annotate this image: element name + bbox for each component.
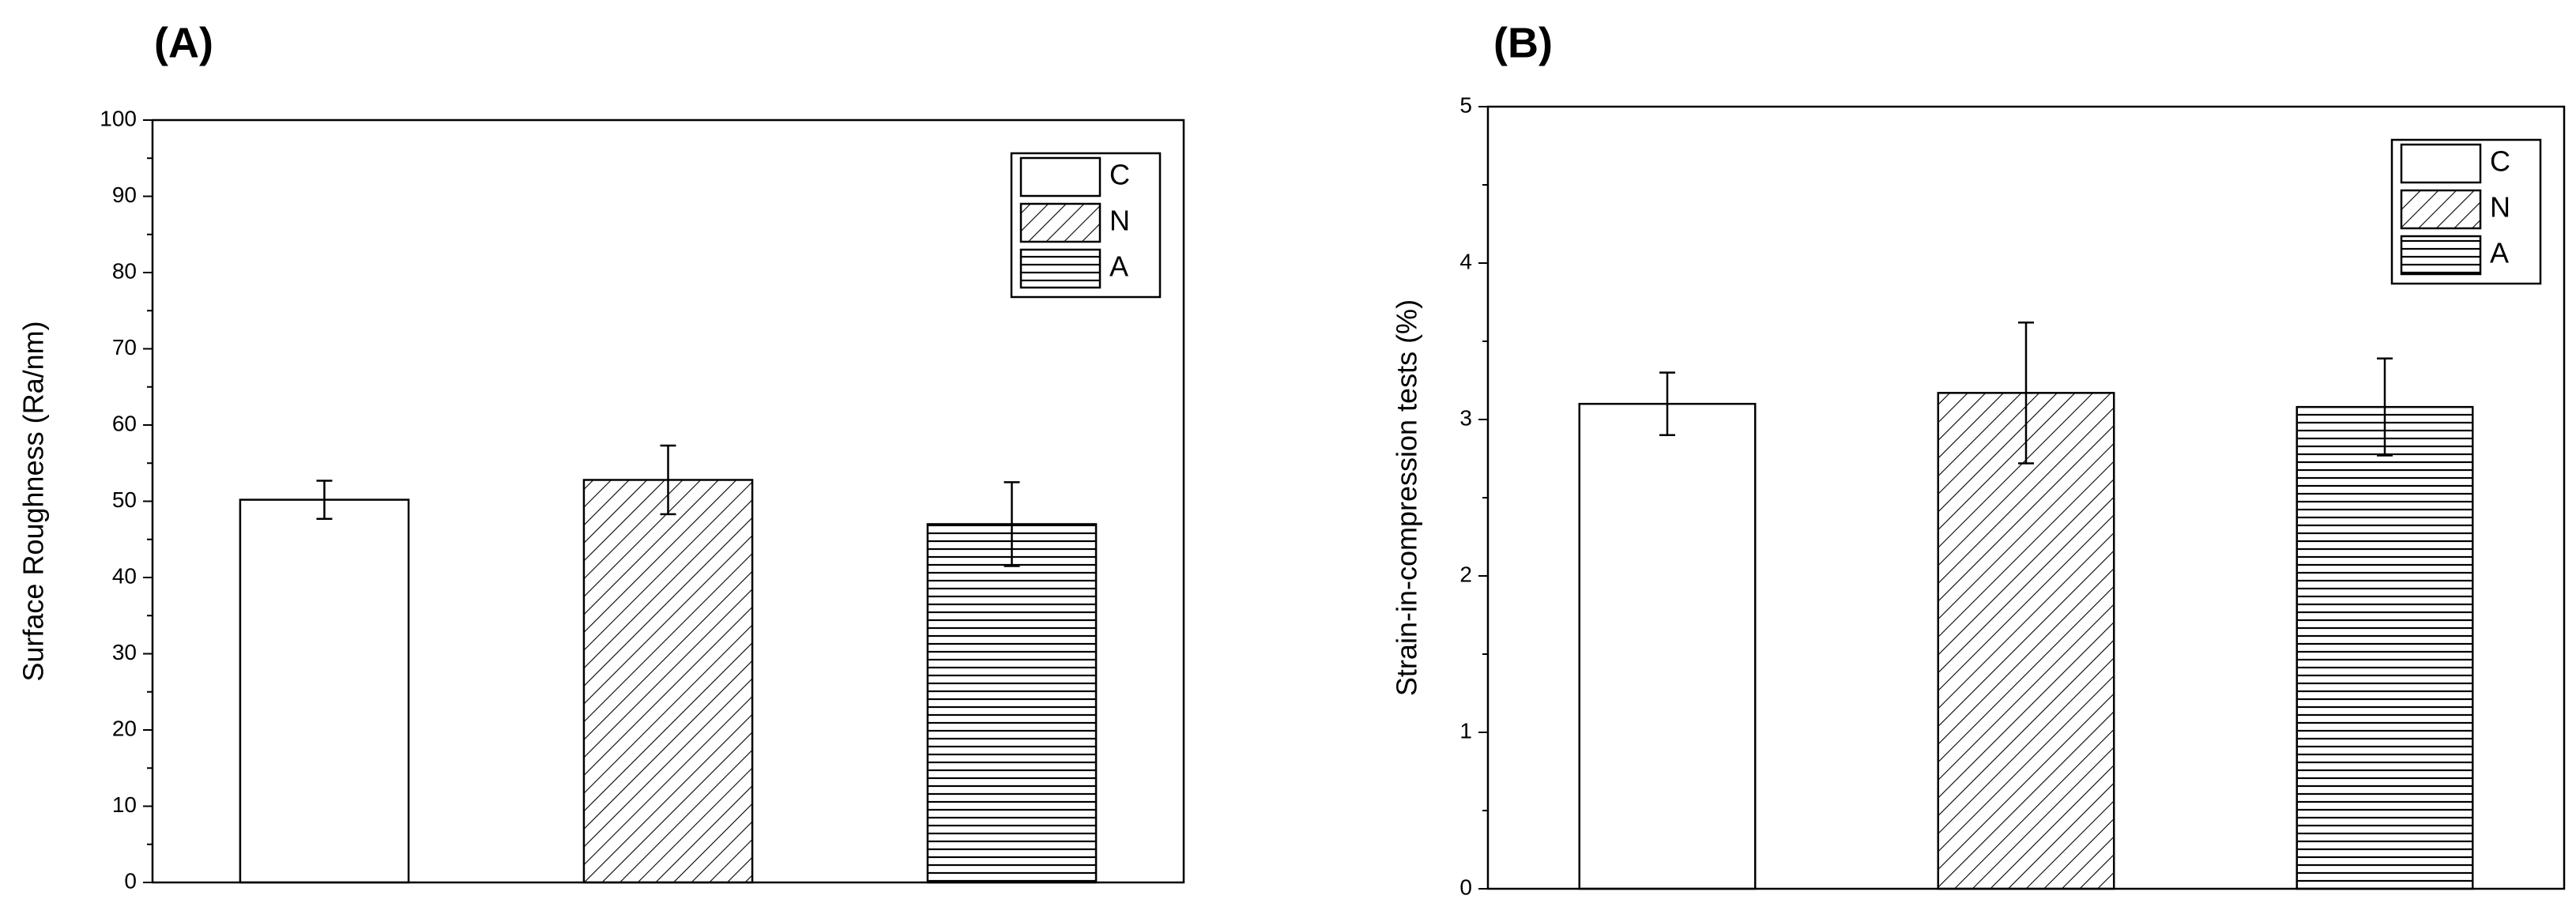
y-tick-label: 50 <box>112 487 137 512</box>
y-tick-label: 20 <box>112 716 137 740</box>
chart: (B) Strain-in-compression tests (%) 0 1 2 3 4 5… <box>1391 19 2566 899</box>
chart: (A) Surface Roughness (Ra/nm) 0 10 20 30 40 50 6… <box>17 19 1185 893</box>
plot-frame <box>151 119 1185 884</box>
bar <box>239 499 410 884</box>
legend-swatch <box>1019 248 1102 289</box>
bar <box>1937 392 2115 890</box>
y-tick-label: 40 <box>112 563 137 588</box>
legend-swatch <box>1019 202 1102 243</box>
y-tick-label: 0 <box>1459 875 1472 899</box>
y-tick-label: 60 <box>112 411 137 435</box>
bar <box>582 479 754 884</box>
y-tick-label: 70 <box>112 335 137 359</box>
y-tick-label: 90 <box>112 182 137 207</box>
y-tick-label: 80 <box>112 258 137 283</box>
legend-label: C <box>2490 145 2510 178</box>
legend-swatch <box>1019 156 1102 198</box>
y-tick-label: 5 <box>1459 92 1472 117</box>
legend-swatch <box>2400 235 2482 276</box>
y-tick-label: 4 <box>1459 249 1472 273</box>
legend-label: A <box>1109 250 1128 283</box>
bar <box>926 523 1098 884</box>
y-tick-label: 30 <box>112 640 137 664</box>
y-axis-label: Surface Roughness (Ra/nm) <box>17 321 50 681</box>
chart-title: (B) <box>1493 19 1553 66</box>
y-tick-label: 1 <box>1459 718 1472 743</box>
y-tick-label: 100 <box>100 106 137 130</box>
legend-label: C <box>1109 159 1130 191</box>
legend-label: N <box>1109 205 1130 237</box>
chart-title: (A) <box>154 19 213 66</box>
legend-label: N <box>2490 191 2510 224</box>
plot-frame <box>1486 105 2566 890</box>
legend-label: A <box>2490 237 2509 269</box>
legend-swatch <box>2400 189 2482 230</box>
y-tick-label: 3 <box>1459 405 1472 430</box>
bar <box>1578 402 1757 890</box>
bar <box>2295 405 2474 890</box>
y-tick-label: 10 <box>112 792 137 817</box>
y-axis-label: Strain-in-compression tests (%) <box>1391 299 1423 696</box>
y-tick-label: 2 <box>1459 562 1472 586</box>
legend-swatch <box>2400 143 2482 184</box>
y-tick-label: 0 <box>124 868 137 893</box>
